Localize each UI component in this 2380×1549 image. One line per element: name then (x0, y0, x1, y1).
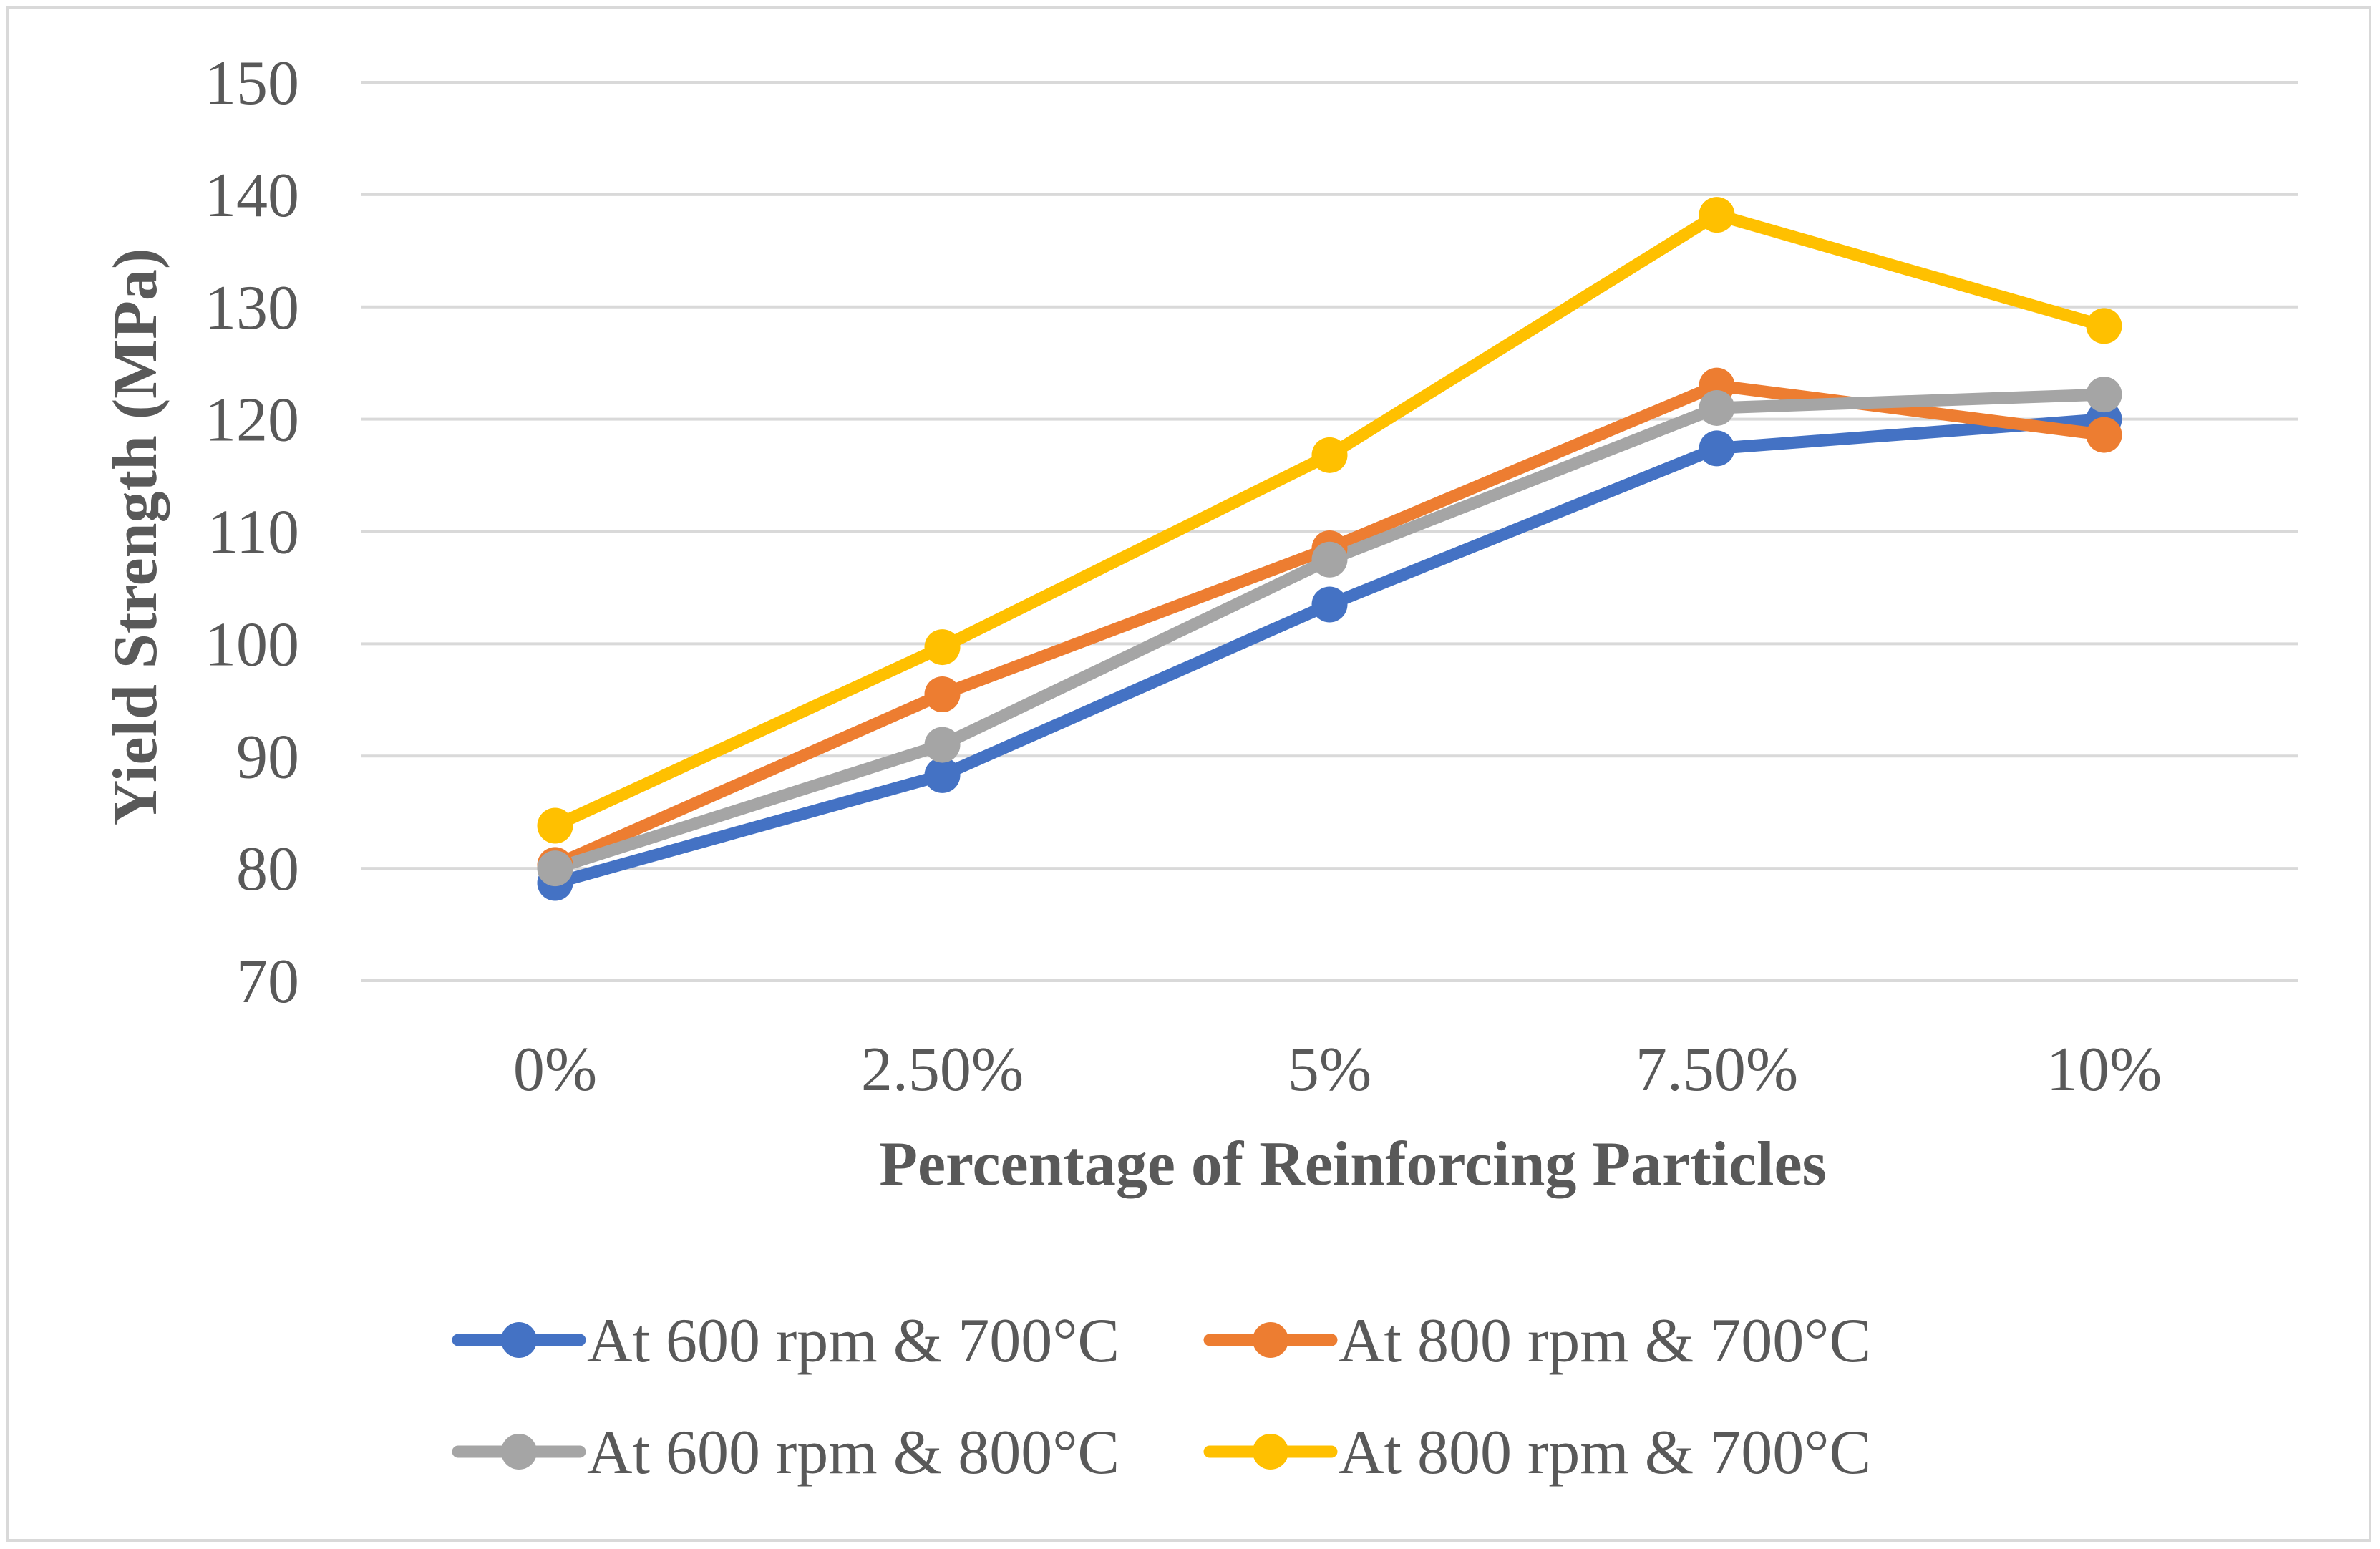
legend-item-3: At 800 rpm & 700°C (1203, 1418, 1871, 1487)
x-tick-label-0: 0% (513, 1035, 597, 1104)
y-tick-label-130: 130 (205, 273, 299, 343)
legend-item-0: At 600 rpm & 700°C (452, 1306, 1119, 1376)
legend-item-1: At 800 rpm & 700°C (1203, 1306, 1871, 1376)
x-tick-label-1: 2.50% (861, 1035, 1024, 1104)
x-tick-label-4: 10% (2046, 1035, 2162, 1104)
legend-swatch-marker-0 (501, 1322, 537, 1358)
data-point-s3-3 (1699, 197, 1735, 233)
y-tick-label-110: 110 (207, 498, 299, 568)
data-point-s0-3 (1699, 430, 1735, 467)
legend-label-0: At 600 rpm & 700°C (587, 1306, 1119, 1376)
x-tick-label-2: 5% (1288, 1035, 1371, 1104)
chart-frame (6, 6, 2371, 1542)
y-tick-label-150: 150 (205, 49, 299, 118)
y-axis-title: Yield Strength (MPa) (101, 248, 170, 826)
y-tick-label-90: 90 (236, 722, 299, 792)
x-axis-title: Percentage of Reinforcing Particles (879, 1130, 1827, 1199)
legend-swatch-marker-1 (1253, 1322, 1288, 1358)
data-point-s3-2 (1311, 437, 1348, 473)
legend-item-2: At 600 rpm & 800°C (452, 1418, 1119, 1487)
data-point-s3-0 (537, 807, 573, 844)
data-point-s2-4 (2086, 377, 2122, 413)
data-point-s1-1 (924, 676, 961, 712)
legend-swatch-marker-3 (1253, 1434, 1288, 1470)
legend-label-1: At 800 rpm & 700°C (1339, 1306, 1871, 1376)
x-axis-tick-labels: 0% 2.50% 5% 7.50% 10% (513, 1035, 2162, 1104)
legend: At 600 rpm & 700°C At 800 rpm & 700°C At 6… (452, 1306, 1871, 1487)
data-point-s2-3 (1699, 389, 1735, 426)
data-point-s1-4 (2086, 417, 2122, 453)
data-point-s3-4 (2086, 308, 2122, 344)
data-point-s2-2 (1311, 541, 1348, 578)
series-line-0 (549, 413, 2110, 890)
data-point-s0-1 (924, 757, 961, 793)
y-tick-label-140: 140 (205, 161, 299, 230)
y-tick-label-70: 70 (236, 947, 299, 1016)
data-point-s2-1 (924, 727, 961, 763)
y-axis-tick-labels: 70 80 90 100 110 120 130 140 150 (205, 49, 299, 1016)
legend-label-3: At 800 rpm & 700°C (1339, 1418, 1871, 1487)
legend-swatch-marker-2 (501, 1434, 537, 1470)
data-point-s3-1 (924, 629, 961, 666)
x-tick-label-3: 7.50% (1636, 1035, 1798, 1104)
data-point-s2-0 (537, 850, 573, 887)
data-point-s0-2 (1311, 586, 1348, 623)
y-tick-label-80: 80 (236, 835, 299, 904)
legend-label-2: At 600 rpm & 800°C (587, 1418, 1119, 1487)
y-tick-label-120: 120 (205, 386, 299, 455)
series-markers (537, 197, 2122, 901)
y-tick-label-100: 100 (205, 610, 299, 679)
